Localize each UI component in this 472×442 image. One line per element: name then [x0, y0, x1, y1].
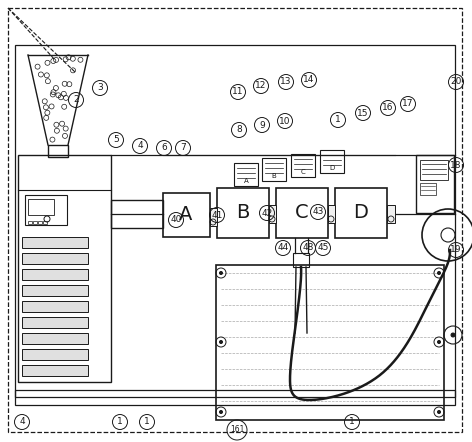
- Text: 18: 18: [450, 160, 462, 169]
- FancyBboxPatch shape: [22, 333, 88, 344]
- Text: 14: 14: [303, 76, 315, 84]
- Text: 3: 3: [97, 84, 103, 92]
- Text: 10: 10: [279, 117, 291, 126]
- FancyBboxPatch shape: [269, 205, 276, 223]
- Text: 6: 6: [161, 144, 167, 152]
- Text: 42: 42: [261, 209, 273, 217]
- FancyBboxPatch shape: [22, 365, 88, 376]
- Text: 1: 1: [144, 418, 150, 427]
- Text: 45: 45: [317, 244, 329, 252]
- Text: 7: 7: [180, 144, 186, 152]
- FancyBboxPatch shape: [22, 317, 88, 328]
- Text: 13: 13: [280, 77, 292, 87]
- Text: C: C: [301, 169, 305, 175]
- Text: A: A: [244, 178, 248, 184]
- FancyBboxPatch shape: [22, 301, 88, 312]
- Text: B: B: [271, 173, 277, 179]
- Text: 1: 1: [335, 115, 341, 125]
- Circle shape: [219, 411, 222, 414]
- Text: 43: 43: [312, 207, 324, 217]
- FancyBboxPatch shape: [210, 208, 217, 226]
- Text: 48: 48: [302, 244, 314, 252]
- Text: D: D: [329, 165, 335, 171]
- Text: 44: 44: [278, 244, 288, 252]
- Text: D: D: [354, 203, 369, 222]
- Text: 12: 12: [255, 81, 267, 91]
- FancyBboxPatch shape: [328, 205, 335, 223]
- Circle shape: [438, 411, 440, 414]
- FancyBboxPatch shape: [387, 205, 395, 223]
- Text: 1: 1: [117, 418, 123, 427]
- Circle shape: [438, 271, 440, 274]
- Circle shape: [219, 340, 222, 343]
- Text: 161: 161: [230, 426, 244, 434]
- Text: 8: 8: [236, 126, 242, 134]
- Text: 20: 20: [450, 77, 462, 87]
- Text: 41: 41: [211, 210, 223, 220]
- Text: 5: 5: [113, 136, 119, 145]
- Text: 40: 40: [170, 216, 182, 225]
- FancyBboxPatch shape: [22, 269, 88, 280]
- FancyBboxPatch shape: [22, 285, 88, 296]
- Circle shape: [438, 340, 440, 343]
- Circle shape: [451, 333, 455, 337]
- FancyBboxPatch shape: [22, 349, 88, 360]
- Text: C: C: [295, 203, 309, 222]
- Text: 15: 15: [357, 108, 369, 118]
- Text: B: B: [236, 203, 250, 222]
- Text: 4: 4: [137, 141, 143, 150]
- Text: 19: 19: [450, 245, 462, 255]
- Text: 11: 11: [232, 88, 244, 96]
- Text: 16: 16: [382, 103, 394, 113]
- Text: 1: 1: [349, 418, 355, 427]
- Text: 2: 2: [73, 95, 79, 104]
- Circle shape: [219, 271, 222, 274]
- FancyBboxPatch shape: [22, 253, 88, 264]
- Text: 9: 9: [259, 121, 265, 130]
- FancyBboxPatch shape: [22, 237, 88, 248]
- Text: A: A: [179, 206, 193, 225]
- Text: 17: 17: [402, 99, 414, 108]
- Text: 4: 4: [19, 418, 25, 427]
